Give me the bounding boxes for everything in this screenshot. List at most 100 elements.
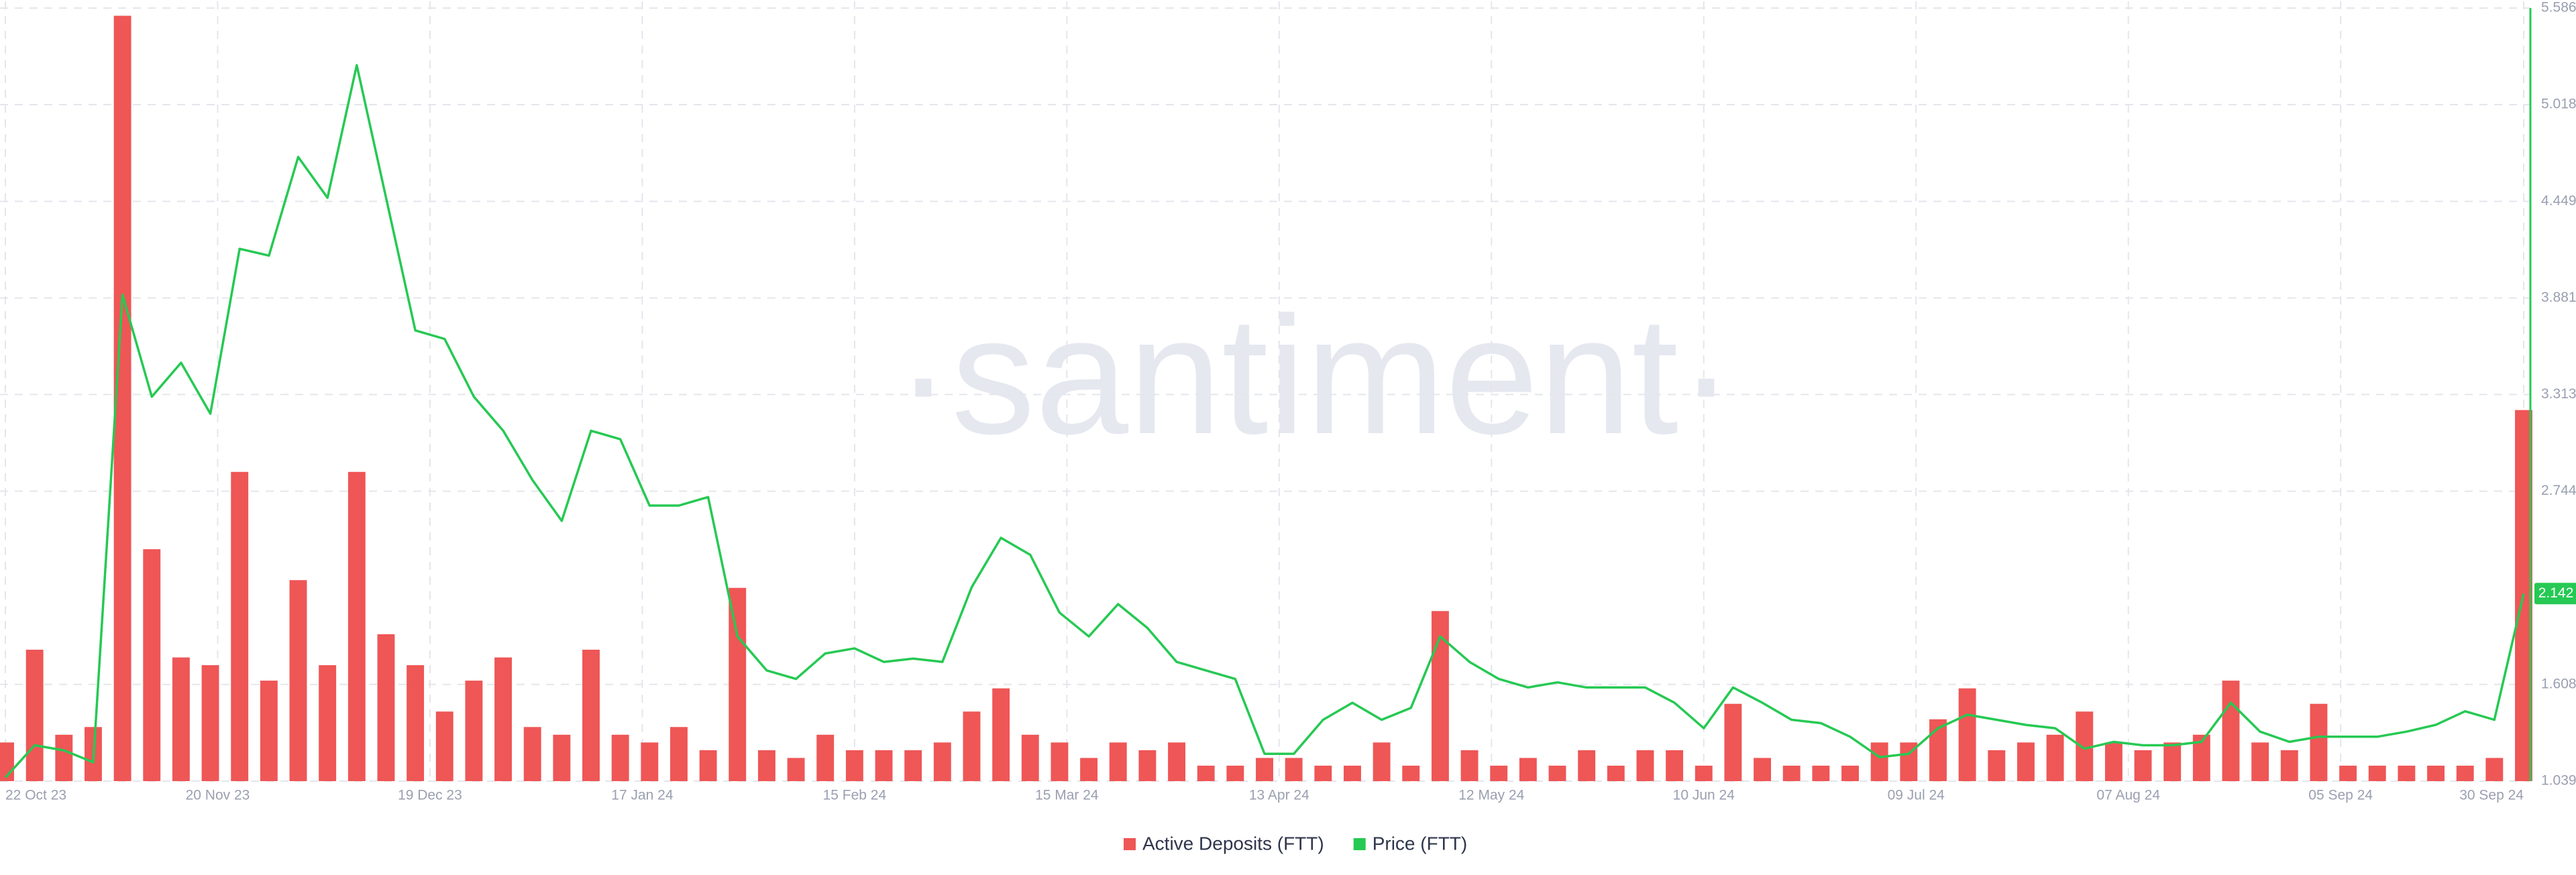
bar xyxy=(1636,750,1654,781)
x-tick-label: 15 Mar 24 xyxy=(1035,788,1099,803)
bar xyxy=(2163,742,2182,781)
bar xyxy=(553,734,571,781)
bar xyxy=(1490,765,1508,781)
y2-tick-label: 1.039 xyxy=(2541,773,2576,789)
bar xyxy=(1402,765,1420,781)
bar xyxy=(494,657,513,781)
bar xyxy=(143,549,161,781)
bar xyxy=(1519,758,1537,781)
bar xyxy=(2251,742,2269,781)
bar xyxy=(260,681,278,781)
x-tick-label: 09 Jul 24 xyxy=(1888,788,1945,803)
x-tick-label: 05 Sep 24 xyxy=(2308,788,2373,803)
bar xyxy=(787,758,805,781)
x-tick-label: 15 Feb 24 xyxy=(823,788,887,803)
bar xyxy=(1988,750,2006,781)
x-tick-label: 10 Jun 24 xyxy=(1673,788,1735,803)
bar xyxy=(2310,703,2328,781)
bar xyxy=(1607,765,1625,781)
bar xyxy=(1021,734,1039,781)
bar xyxy=(757,750,775,781)
bar xyxy=(1695,765,1713,781)
last-value-badge xyxy=(2534,583,2576,605)
bar xyxy=(1958,688,1976,781)
bar xyxy=(2485,758,2504,781)
bar xyxy=(319,665,337,781)
bar xyxy=(729,587,747,781)
bar xyxy=(2134,750,2152,781)
bar xyxy=(55,734,73,781)
bar xyxy=(465,681,483,781)
bar xyxy=(670,727,688,781)
watermark: ·santiment· xyxy=(896,282,1734,469)
bar xyxy=(1548,765,1566,781)
y2-tick-label: 4.449 xyxy=(2541,193,2576,209)
bar xyxy=(933,742,951,781)
bar xyxy=(377,634,395,781)
bar xyxy=(289,580,307,781)
bar xyxy=(25,649,44,781)
x-tick-label: 20 Nov 23 xyxy=(186,788,250,803)
bar xyxy=(2104,742,2123,781)
price-line xyxy=(4,64,2525,778)
bar xyxy=(1782,765,1801,781)
bar xyxy=(2280,750,2298,781)
bar xyxy=(1841,765,1859,781)
bar xyxy=(992,688,1010,781)
legend-swatch xyxy=(1353,838,1366,850)
bar xyxy=(231,471,249,781)
y2-tick-label: 3.313 xyxy=(2541,386,2576,402)
bar xyxy=(523,727,541,781)
bar xyxy=(1724,703,1742,781)
bar xyxy=(875,750,893,781)
bar xyxy=(1197,765,1215,781)
x-tick-label: 22 Oct 23 xyxy=(5,788,66,803)
bar xyxy=(1051,742,1069,781)
bar xyxy=(2222,681,2240,781)
bar xyxy=(435,711,453,781)
bar xyxy=(1578,750,1596,781)
legend-label: Active Deposits (FTT) xyxy=(1142,833,1324,854)
x-tick-label: 13 Apr 24 xyxy=(1249,788,1309,803)
y2-tick-label: 1.608 xyxy=(2541,676,2576,691)
grid xyxy=(0,1,2530,782)
bar xyxy=(1314,765,1332,781)
bar xyxy=(2398,765,2416,781)
bar xyxy=(1168,742,1185,781)
bar xyxy=(1080,758,1098,781)
legend-label: Price (FTT) xyxy=(1373,833,1468,854)
bar xyxy=(1666,750,1684,781)
bar xyxy=(172,657,190,781)
x-tick-label: 30 Sep 24 xyxy=(2459,788,2524,803)
bar xyxy=(2368,765,2386,781)
bar xyxy=(1344,765,1361,781)
legend-swatch xyxy=(1124,838,1136,850)
bar xyxy=(2339,765,2357,781)
y2-tick-label: 3.881 xyxy=(2541,290,2576,305)
x-tick-label: 17 Jan 24 xyxy=(611,788,674,803)
bar xyxy=(347,471,366,781)
bar xyxy=(1373,742,1391,781)
bar xyxy=(1812,765,1830,781)
bar xyxy=(2046,734,2064,781)
bar xyxy=(2456,765,2474,781)
bar xyxy=(2427,765,2445,781)
bar xyxy=(582,649,600,781)
bar xyxy=(1226,765,1244,781)
bar xyxy=(1754,758,1772,781)
bar xyxy=(1285,758,1303,781)
bar xyxy=(1256,758,1273,781)
bar xyxy=(963,711,981,781)
y2-tick-label: 2.744 xyxy=(2541,483,2576,498)
bar xyxy=(407,665,425,781)
bar xyxy=(1109,742,1127,781)
bar xyxy=(611,734,629,781)
legend: Active Deposits (FTT) Price (FTT) xyxy=(1124,833,1467,854)
bar xyxy=(1138,750,1157,781)
bar xyxy=(816,734,835,781)
y2-tick-label: 5.586 xyxy=(2541,0,2576,15)
bar xyxy=(641,742,659,781)
y2-tick-label: 5.018 xyxy=(2541,97,2576,112)
last-value-label: 2.142 xyxy=(2538,585,2574,601)
